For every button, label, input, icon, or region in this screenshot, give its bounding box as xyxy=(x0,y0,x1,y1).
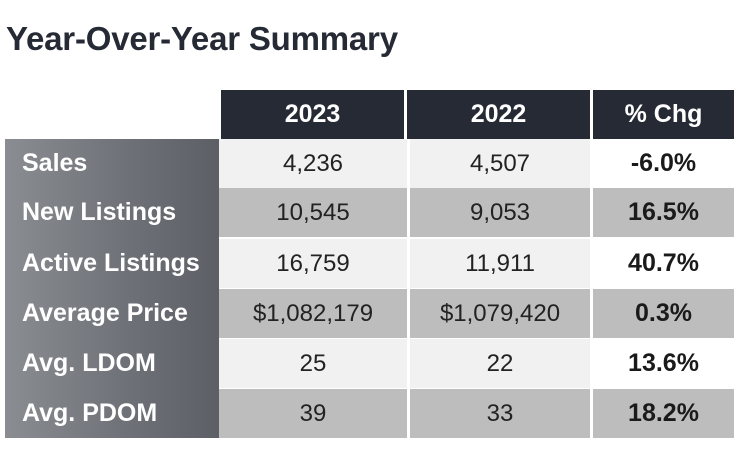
column-divider xyxy=(590,289,593,338)
cell-2022: 22 xyxy=(410,339,590,388)
cell-2023: 25 xyxy=(219,339,407,388)
row-label: Avg. LDOM xyxy=(22,349,156,377)
table-header: 2023 2022 % Chg xyxy=(221,90,734,139)
cell-2023: 10,545 xyxy=(219,188,407,237)
column-divider xyxy=(407,239,410,288)
column-divider xyxy=(590,139,593,188)
cell-2022: $1,079,420 xyxy=(410,289,590,338)
column-divider xyxy=(590,339,593,388)
table-row: Active Listings 16,759 11,911 40.7% xyxy=(5,239,734,288)
row-label: Active Listings xyxy=(22,249,200,277)
cell-pct-chg: 18.2% xyxy=(593,389,734,438)
column-header-2022: 2022 xyxy=(407,90,590,139)
cell-2023: $1,082,179 xyxy=(219,289,407,338)
column-divider xyxy=(590,188,593,237)
cell-pct-chg: 16.5% xyxy=(593,188,734,237)
column-divider xyxy=(407,188,410,237)
cell-2023: 39 xyxy=(219,389,407,438)
table-row: Average Price $1,082,179 $1,079,420 0.3% xyxy=(5,289,734,338)
summary-table: Sales 4,236 4,507 -6.0% New Listings 10,… xyxy=(5,139,734,438)
column-divider xyxy=(407,289,410,338)
table-row: Avg. LDOM 25 22 13.6% xyxy=(5,339,734,388)
table-row: New Listings 10,545 9,053 16.5% xyxy=(5,188,734,237)
cell-2022: 33 xyxy=(410,389,590,438)
cell-pct-chg: -6.0% xyxy=(593,139,734,188)
row-label: Sales xyxy=(22,149,88,177)
column-divider xyxy=(407,139,410,188)
column-divider xyxy=(407,389,410,438)
cell-pct-chg: 0.3% xyxy=(593,289,734,338)
cell-2022: 11,911 xyxy=(410,239,590,288)
table-row: Avg. PDOM 39 33 18.2% xyxy=(5,389,734,438)
cell-pct-chg: 40.7% xyxy=(593,239,734,288)
row-label-column xyxy=(5,139,219,438)
cell-2022: 4,507 xyxy=(410,139,590,188)
column-divider xyxy=(590,239,593,288)
column-header-2023: 2023 xyxy=(221,90,404,139)
cell-pct-chg: 13.6% xyxy=(593,339,734,388)
page-title: Year-Over-Year Summary xyxy=(6,20,398,57)
column-divider xyxy=(590,389,593,438)
cell-2023: 16,759 xyxy=(219,239,407,288)
column-header-pct-chg: % Chg xyxy=(593,90,734,139)
row-label: Average Price xyxy=(22,299,188,327)
cell-2022: 9,053 xyxy=(410,188,590,237)
row-label: Avg. PDOM xyxy=(22,399,158,427)
column-divider xyxy=(407,339,410,388)
row-label: New Listings xyxy=(22,198,177,226)
cell-2023: 4,236 xyxy=(219,139,407,188)
table-row: Sales 4,236 4,507 -6.0% xyxy=(5,139,734,188)
